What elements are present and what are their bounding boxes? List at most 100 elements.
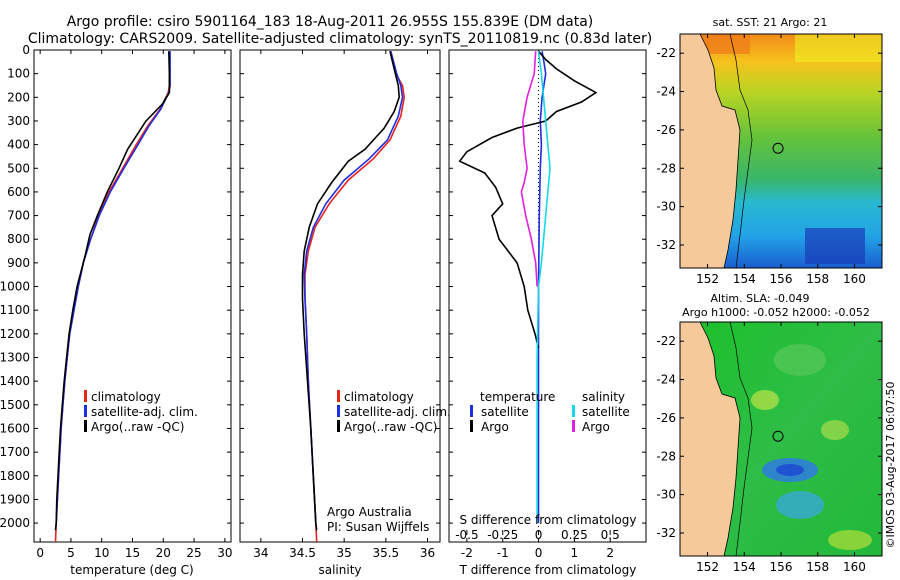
map-y-tick-label: -26 — [656, 123, 676, 137]
legend-label-satellite: satellite-adj. clim. — [344, 405, 451, 419]
map-y-tick-label: -32 — [656, 526, 676, 540]
y-tick-label: 1500 — [0, 398, 30, 412]
sst-depth-contour — [729, 34, 753, 268]
x-tick-label: 30 — [217, 546, 232, 560]
sst-land-australia — [680, 34, 740, 268]
map-y-tick-label: -26 — [656, 411, 676, 425]
map-y-tick-label: -32 — [656, 238, 676, 252]
salinity-xlabel: salinity — [318, 563, 361, 577]
map-x-tick-label: 158 — [806, 560, 829, 574]
s-tick-label: -0.5 — [455, 528, 478, 542]
s-tick-label: 0 — [535, 528, 543, 542]
legend-title-temperature: temperature — [480, 390, 555, 404]
y-tick-label: 1900 — [0, 492, 30, 506]
map-x-tick-label: 152 — [696, 560, 719, 574]
series-line-argo-raw-qc- — [54, 51, 171, 531]
x-tick-label: 35 — [337, 546, 352, 560]
temperature-legend: climatology satellite-adj. clim. Argo(..… — [84, 390, 198, 434]
legend-swatch-satellite — [84, 405, 87, 417]
legend-swatch-s-satellite — [572, 405, 575, 417]
credit-pi: PI: Susan Wijffels — [327, 520, 429, 534]
difference-plot-frame — [448, 49, 647, 543]
x-tick-label: 10 — [94, 546, 109, 560]
sst-coastline — [699, 34, 741, 268]
x-tick-label: 0 — [36, 546, 44, 560]
x-tick-label: 36 — [420, 546, 435, 560]
legend-label-argo: Argo(..raw -QC) — [91, 420, 184, 434]
y-tick-label: 100 — [7, 67, 30, 81]
y-tick-label: 200 — [7, 90, 30, 104]
y-tick-label: 0 — [22, 43, 30, 57]
salinity-panel: 34 34.5 35 35.5 36 salinity climatology sate… — [239, 49, 451, 577]
map-y-tick-label: -28 — [656, 161, 676, 175]
sla-land-australia — [680, 322, 740, 556]
sla-depth-contour — [729, 322, 753, 556]
map-y-tick-label: -24 — [656, 373, 676, 387]
salinity-legend: climatology satellite-adj. clim. Argo(..… — [337, 390, 451, 434]
y-tick-label: 2000 — [0, 516, 30, 530]
legend-swatch-s-argo — [572, 420, 575, 432]
s-tick-label: 0.5 — [601, 528, 620, 542]
y-tick-label: 600 — [7, 185, 30, 199]
y-tick-label: 500 — [7, 161, 30, 175]
legend-swatch-t-satellite — [470, 405, 473, 417]
x-tick-label: -1 — [497, 546, 509, 560]
x-tick-label: 1 — [571, 546, 579, 560]
legend-label-climatology: climatology — [344, 390, 414, 404]
sla-map-title: Altim. SLA: -0.049 — [710, 292, 809, 305]
temperature-xlabel: temperature (deg C) — [70, 563, 193, 577]
temperature-panel: 0100200300400500600700800900100011001200… — [0, 43, 232, 577]
legend-label-satellite: satellite-adj. clim. — [91, 405, 198, 419]
legend-swatch-satellite — [337, 405, 340, 417]
y-tick-label: 1800 — [0, 469, 30, 483]
difference-legend: temperature satellite Argo salinity sate… — [470, 390, 630, 434]
legend-label-s-satellite: satellite — [582, 405, 630, 419]
map-x-tick-label: 158 — [806, 272, 829, 286]
sst-map-title: sat. SST: 21 Argo: 21 — [713, 16, 828, 29]
difference-panel: -2 -1 0 1 2 -0.5 -0.25 0 0.25 0.5 S difference f… — [448, 49, 647, 577]
map-x-tick-label: 160 — [843, 272, 866, 286]
sst-warm-patch — [795, 34, 882, 62]
difference-xlabel: T difference from climatology — [459, 563, 637, 577]
header-line-1: Argo profile: csiro 5901164_183 18-Aug-2… — [67, 14, 594, 30]
sst-map-panel: sat. SST: 21 Argo: 21 152 154 156 158 160 -2… — [656, 16, 883, 286]
series-line-argo-raw-qc- — [301, 51, 401, 531]
s-tick-label: 0.25 — [561, 528, 588, 542]
sla-map-panel: Altim. SLA: -0.049 Argo h1000: -0.052 h2… — [656, 292, 883, 574]
legend-swatch-climatology — [84, 390, 87, 402]
salinity-plot-frame — [239, 49, 441, 543]
legend-label-climatology: climatology — [91, 390, 161, 404]
sla-high-eddy — [828, 530, 872, 550]
x-tick-label: -2 — [461, 546, 473, 560]
y-tick-label: 1400 — [0, 374, 30, 388]
map-x-tick-label: 154 — [733, 272, 756, 286]
sla-float-marker — [772, 430, 784, 442]
sla-low-eddy — [776, 491, 824, 519]
legend-swatch-argo — [337, 420, 340, 432]
temperature-plot-frame — [33, 49, 232, 543]
map-x-tick-label: 154 — [733, 560, 756, 574]
y-tick-label: 800 — [7, 232, 30, 246]
y-tick-label: 300 — [7, 114, 30, 128]
map-y-tick-label: -22 — [656, 46, 676, 60]
legend-swatch-argo — [84, 420, 87, 432]
credit-org: Argo Australia — [327, 505, 412, 519]
x-tick-label: 0 — [535, 546, 543, 560]
sst-cold-patch — [805, 228, 865, 264]
map-y-tick-label: -28 — [656, 449, 676, 463]
legend-label-argo: Argo(..raw -QC) — [344, 420, 437, 434]
y-tick-label: 400 — [7, 138, 30, 152]
imos-stamp: ©IMOS 03-Aug-2017 06:07:50 — [884, 382, 897, 549]
map-x-tick-label: 152 — [696, 272, 719, 286]
s-tick-label: -0.25 — [487, 528, 518, 542]
x-tick-label: 34.5 — [289, 546, 316, 560]
series-line-s-satellite — [536, 51, 551, 524]
y-tick-label: 1700 — [0, 445, 30, 459]
legend-swatch-climatology — [337, 390, 340, 402]
y-tick-label: 1100 — [0, 303, 30, 317]
map-x-tick-label: 156 — [770, 272, 793, 286]
map-y-tick-label: -30 — [656, 200, 676, 214]
map-y-tick-label: -30 — [656, 488, 676, 502]
y-tick-label: 1600 — [0, 421, 30, 435]
